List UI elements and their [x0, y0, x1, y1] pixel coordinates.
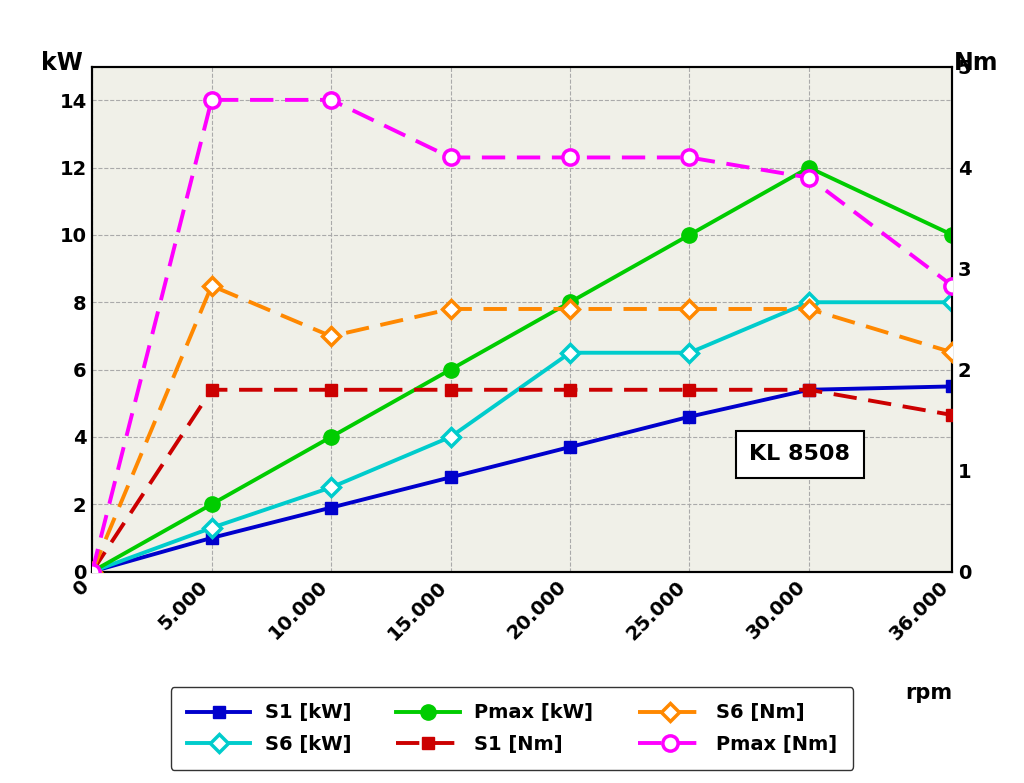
Text: KL 8508: KL 8508: [750, 445, 850, 464]
Legend: S1 [kW], S6 [kW], Pmax [kW], S1 [Nm], S6 [Nm], Pmax [Nm]: S1 [kW], S6 [kW], Pmax [kW], S1 [Nm], S6…: [171, 687, 853, 770]
Text: kW: kW: [41, 51, 83, 75]
Text: rpm: rpm: [905, 683, 952, 702]
Text: Nm: Nm: [954, 51, 998, 75]
